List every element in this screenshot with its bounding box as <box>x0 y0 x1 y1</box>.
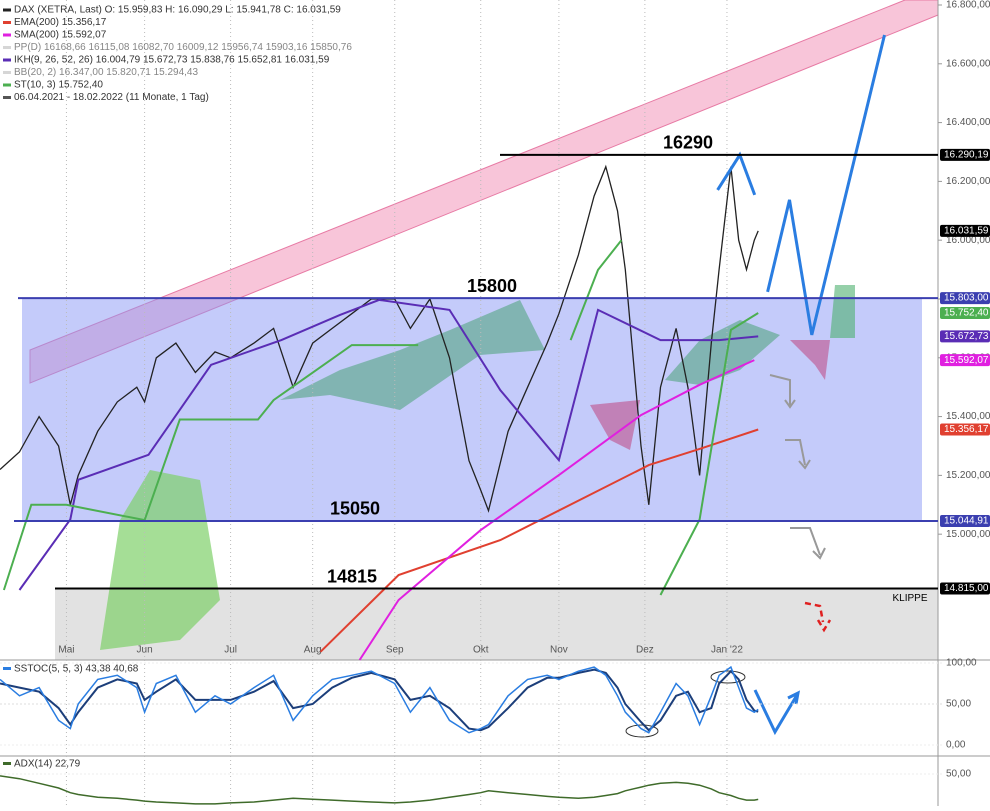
level-label: 15800 <box>467 276 517 296</box>
price-badge <box>940 148 990 161</box>
y-tick-label: 50,00 <box>946 699 971 710</box>
gray-arrow <box>790 527 826 560</box>
adx-line <box>0 775 759 805</box>
legend-entry: EMA(200) 15.356,17 <box>14 17 107 28</box>
y-tick-label: 15.000,00 <box>946 529 990 540</box>
legend-swatch <box>3 83 11 87</box>
legend-entry: PP(D) 16168,66 16115,08 16082,70 16009,1… <box>14 42 352 53</box>
highlight-ellipse <box>625 724 659 738</box>
series-line <box>0 164 759 513</box>
x-tick-label: Okt <box>473 645 489 656</box>
price-badge-label: 14.815,00 <box>944 583 989 594</box>
price-badge-label: 15.803,00 <box>944 293 989 304</box>
price-badge-label: 15.672,73 <box>944 331 989 342</box>
series-line <box>2 239 759 596</box>
price-badge-label: 16.031,59 <box>944 226 989 237</box>
legend-swatch <box>3 8 11 12</box>
legend-swatch <box>3 667 11 670</box>
y-tick-label: 16.600,00 <box>946 58 990 69</box>
y-tick-label: 50,00 <box>946 769 971 780</box>
series-line <box>358 359 755 661</box>
x-tick-label: Nov <box>550 645 568 656</box>
ichimoku-cloud <box>100 470 220 650</box>
price-badge-label: 15.592,07 <box>944 355 989 366</box>
y-tick-label: 0,00 <box>946 740 966 751</box>
ichimoku-cloud <box>590 400 640 450</box>
stoch-legend: SSTOC(5, 5, 3) 43,38 40,68 <box>14 664 139 675</box>
highlight-ellipse <box>710 670 746 684</box>
x-tick-label: Jun <box>137 645 153 656</box>
price-badge-label: 15.752,40 <box>944 308 989 319</box>
legend-swatch <box>3 96 11 99</box>
stoch-fast <box>0 665 759 734</box>
price-badge <box>940 330 990 343</box>
legend-swatch <box>3 71 11 74</box>
price-badge <box>940 224 990 237</box>
legend-entry: BB(20, 2) 16.347,00 15.820,71 15.294,43 <box>14 67 198 78</box>
y-tick-label: 15.200,00 <box>946 470 990 481</box>
y-tick-label: 16.200,00 <box>946 176 990 187</box>
level-label: 15050 <box>330 499 380 519</box>
price-badge-label: 15.356,17 <box>944 424 989 435</box>
y-tick-label: 16.800,00 <box>946 0 990 11</box>
legend-entry: SMA(200) 15.592,07 <box>14 30 107 41</box>
x-tick-label: Mai <box>58 645 74 656</box>
y-tick-label: 100,00 <box>946 658 977 669</box>
y-tick-label: 15.400,00 <box>946 411 990 422</box>
price-badge <box>940 354 990 367</box>
price-badge <box>940 423 990 436</box>
legend-entry: DAX (XETRA, Last) O: 15.959,83 H: 16.090… <box>14 5 341 16</box>
gray-arrow <box>785 439 811 470</box>
legend-entry: ST(10, 3) 15.752,40 <box>14 80 103 91</box>
y-tick-label: 16.400,00 <box>946 117 990 128</box>
ichimoku-cloud <box>790 340 830 380</box>
price-badge <box>940 514 990 527</box>
legend-swatch <box>3 762 11 765</box>
gray-arrow <box>769 374 796 409</box>
legend-entry: 06.04.2021 - 18.02.2022 (11 Monate, 1 Ta… <box>14 92 209 103</box>
legend-entry: IKH(9, 26, 52, 26) 16.004,79 15.672,73 1… <box>14 55 330 66</box>
price-badge <box>940 582 990 595</box>
legend-swatch <box>3 58 11 62</box>
series-line <box>18 298 759 591</box>
x-tick-label: Sep <box>386 645 404 656</box>
ichimoku-cloud <box>280 300 545 410</box>
x-tick-label: Jan '22 <box>711 645 743 656</box>
legend-swatch <box>3 33 11 37</box>
legend-swatch <box>3 46 11 49</box>
x-tick-label: Jul <box>224 645 237 656</box>
adx-legend: ADX(14) 22,79 <box>14 759 81 770</box>
forecast-line <box>766 34 886 336</box>
x-tick-label: Aug <box>304 645 322 656</box>
annotation: KLIPPE <box>892 593 927 604</box>
x-tick-label: Dez <box>636 645 654 656</box>
red-arrow <box>804 601 832 633</box>
price-badge <box>940 292 990 305</box>
y-tick-label: 16.000,00 <box>946 235 990 246</box>
level-label: 14815 <box>327 566 377 586</box>
price-badge-label: 15.044,91 <box>944 516 989 527</box>
stoch-slow <box>0 668 759 732</box>
level-label: 16290 <box>663 133 713 153</box>
price-badge <box>940 306 990 319</box>
price-badge-label: 16.290,19 <box>944 150 989 161</box>
legend-swatch <box>3 21 11 24</box>
